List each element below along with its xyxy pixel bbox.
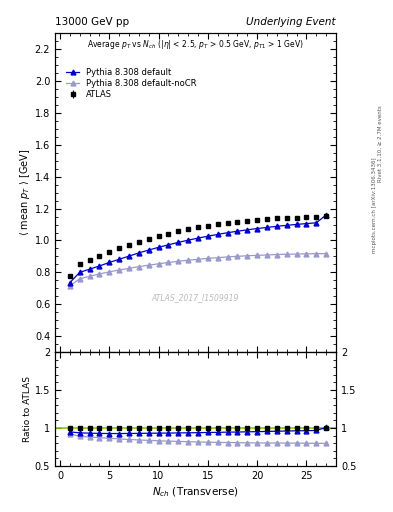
Pythia 8.308 default-noCR: [294, 251, 299, 257]
Pythia 8.308 default: [146, 247, 151, 253]
Pythia 8.308 default: [97, 263, 102, 269]
Pythia 8.308 default-noCR: [264, 252, 269, 258]
Pythia 8.308 default: [166, 242, 171, 248]
Pythia 8.308 default-noCR: [166, 260, 171, 266]
Pythia 8.308 default: [324, 212, 329, 218]
Pythia 8.308 default-noCR: [206, 255, 210, 262]
Pythia 8.308 default-noCR: [186, 257, 191, 263]
Pythia 8.308 default-noCR: [235, 253, 240, 260]
Pythia 8.308 default: [117, 256, 121, 262]
Pythia 8.308 default: [206, 233, 210, 239]
Text: ATLAS_2017_I1509919: ATLAS_2017_I1509919: [152, 293, 239, 303]
X-axis label: $N_{ch}$ (Transverse): $N_{ch}$ (Transverse): [152, 485, 239, 499]
Y-axis label: Ratio to ATLAS: Ratio to ATLAS: [23, 376, 32, 442]
Pythia 8.308 default-noCR: [255, 252, 259, 259]
Pythia 8.308 default-noCR: [127, 265, 131, 271]
Text: mcplots.cern.ch [arXiv:1306.3436]: mcplots.cern.ch [arXiv:1306.3436]: [372, 157, 376, 252]
Text: Rivet 3.1.10, ≥ 2.7M events: Rivet 3.1.10, ≥ 2.7M events: [378, 105, 383, 182]
Pythia 8.308 default: [245, 227, 250, 233]
Pythia 8.308 default: [215, 231, 220, 238]
Text: Underlying Event: Underlying Event: [246, 16, 336, 27]
Pythia 8.308 default: [77, 269, 82, 275]
Pythia 8.308 default: [156, 244, 161, 250]
Pythia 8.308 default-noCR: [77, 275, 82, 282]
Pythia 8.308 default-noCR: [117, 267, 121, 273]
Pythia 8.308 default: [225, 229, 230, 236]
Pythia 8.308 default-noCR: [324, 250, 329, 257]
Legend: Pythia 8.308 default, Pythia 8.308 default-noCR, ATLAS: Pythia 8.308 default, Pythia 8.308 defau…: [65, 66, 198, 101]
Pythia 8.308 default: [255, 225, 259, 231]
Pythia 8.308 default-noCR: [245, 253, 250, 259]
Pythia 8.308 default-noCR: [274, 251, 279, 258]
Pythia 8.308 default-noCR: [146, 262, 151, 268]
Pythia 8.308 default: [68, 280, 72, 286]
Pythia 8.308 default: [294, 221, 299, 227]
Pythia 8.308 default-noCR: [304, 251, 309, 257]
Pythia 8.308 default: [235, 228, 240, 234]
Pythia 8.308 default: [176, 239, 181, 245]
Pythia 8.308 default-noCR: [176, 258, 181, 264]
Line: Pythia 8.308 default: Pythia 8.308 default: [67, 212, 329, 285]
Text: Average $p_T$ vs $N_{ch}$ ($|\eta|$ < 2.5, $p_T$ > 0.5 GeV, $p_{T1}$ > 1 GeV): Average $p_T$ vs $N_{ch}$ ($|\eta|$ < 2.…: [87, 38, 304, 51]
Pythia 8.308 default: [274, 223, 279, 229]
Pythia 8.308 default: [264, 224, 269, 230]
Y-axis label: $\langle$ mean $p_T$ $\rangle$ [GeV]: $\langle$ mean $p_T$ $\rangle$ [GeV]: [18, 149, 32, 237]
Pythia 8.308 default-noCR: [215, 254, 220, 261]
Pythia 8.308 default: [304, 221, 309, 227]
Pythia 8.308 default: [107, 260, 112, 266]
Pythia 8.308 default: [136, 250, 141, 256]
Pythia 8.308 default: [87, 266, 92, 272]
Pythia 8.308 default: [314, 220, 319, 226]
Pythia 8.308 default-noCR: [107, 269, 112, 275]
Pythia 8.308 default: [196, 235, 200, 241]
Pythia 8.308 default: [186, 237, 191, 243]
Pythia 8.308 default: [285, 222, 289, 228]
Pythia 8.308 default-noCR: [225, 254, 230, 260]
Pythia 8.308 default-noCR: [87, 273, 92, 280]
Pythia 8.308 default-noCR: [285, 251, 289, 257]
Line: Pythia 8.308 default-noCR: Pythia 8.308 default-noCR: [67, 251, 329, 288]
Text: 13000 GeV pp: 13000 GeV pp: [55, 16, 129, 27]
Pythia 8.308 default-noCR: [136, 264, 141, 270]
Pythia 8.308 default-noCR: [314, 251, 319, 257]
Pythia 8.308 default: [127, 253, 131, 259]
Pythia 8.308 default-noCR: [68, 283, 72, 289]
Pythia 8.308 default-noCR: [97, 271, 102, 277]
Pythia 8.308 default-noCR: [196, 256, 200, 262]
Pythia 8.308 default-noCR: [156, 261, 161, 267]
